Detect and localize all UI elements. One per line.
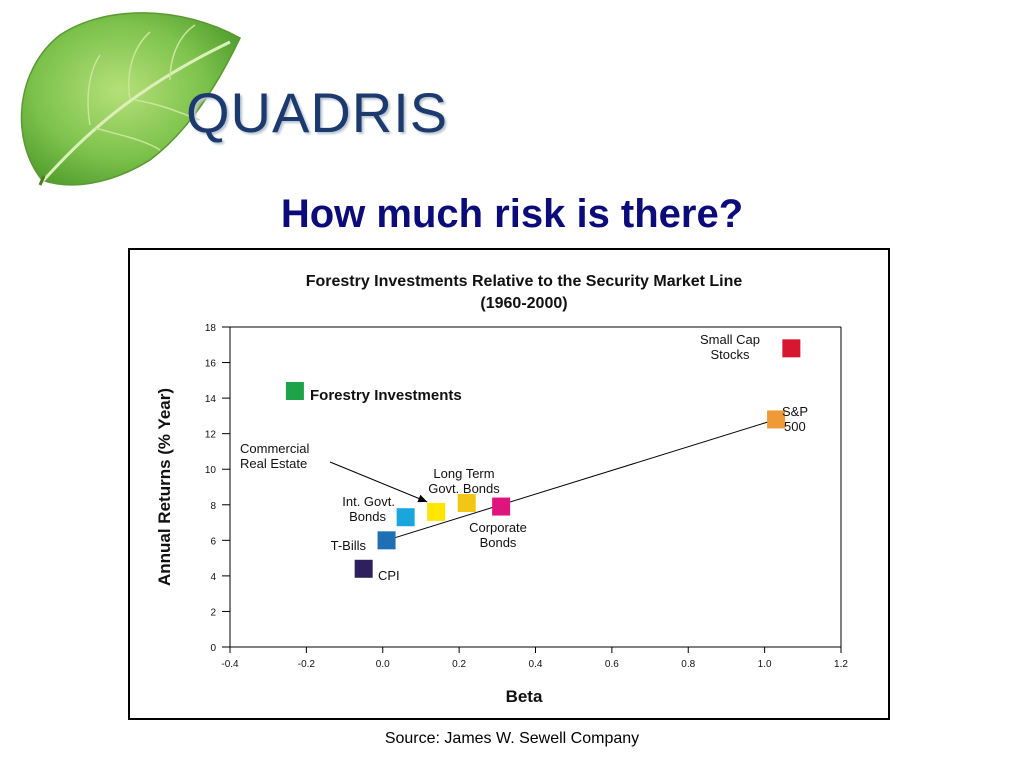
scatter-chart: Forestry Investments Relative to the Sec… <box>155 273 849 706</box>
label-igb-2: Bonds <box>349 509 386 524</box>
logo-text: QUADRIS <box>186 81 449 144</box>
label-sp-1: S&P <box>782 404 808 419</box>
y-tick-label: 16 <box>205 359 217 370</box>
security-market-line <box>386 418 777 541</box>
quadris-logo: QUADRIS <box>0 0 470 200</box>
x-tick-label: 0.6 <box>605 659 619 670</box>
label-ltgb-2: Govt. Bonds <box>428 481 500 496</box>
chart-subtitle: (1960-2000) <box>480 295 567 312</box>
commercial-real-estate-pointer <box>329 461 428 503</box>
label-cre-2: Real Estate <box>240 456 307 471</box>
chart-frame: Forestry Investments Relative to the Sec… <box>128 248 890 720</box>
label-small-cap-1: Small Cap <box>700 332 760 347</box>
label-ltgb-1: Long Term <box>433 466 494 481</box>
source-note: Source: James W. Sewell Company <box>384 730 640 747</box>
label-cpi: CPI <box>378 568 400 583</box>
label-forestry: Forestry Investments <box>310 387 462 404</box>
ticks: 0 2 4 6 8 10 12 14 16 18 -0.4 -0.2 0.0 0.2 0.4 0.6 0.8 1.… <box>205 323 849 670</box>
pointer-arrowhead <box>417 494 428 503</box>
point-corporate-bonds <box>492 497 511 516</box>
axes <box>229 326 842 648</box>
x-tick-label: 1.0 <box>758 659 772 670</box>
y-tick-label: 2 <box>210 607 216 618</box>
point-commercial-real-estate <box>427 502 446 521</box>
label-sp-2: 500 <box>784 419 806 434</box>
y-tick-label: 6 <box>210 536 216 547</box>
x-tick-label: -0.2 <box>298 659 316 670</box>
y-tick-label: 10 <box>205 465 217 476</box>
y-tick-label: 14 <box>205 394 217 405</box>
x-tick-label: 0.2 <box>452 659 466 670</box>
x-tick-label: 1.2 <box>834 659 848 670</box>
x-tick-label: -0.4 <box>221 659 239 670</box>
y-tick-label: 4 <box>210 572 216 583</box>
point-forestry-investments <box>285 382 304 400</box>
leaf-icon <box>20 12 241 186</box>
label-small-cap-2: Stocks <box>710 347 750 362</box>
label-corp-2: Bonds <box>480 535 517 550</box>
y-axis-label: Annual Returns (% Year) <box>155 388 174 586</box>
label-igb-1: Int. Govt. <box>342 494 395 509</box>
label-tbills: T-Bills <box>331 538 367 553</box>
point-int-govt-bonds <box>396 508 415 527</box>
x-tick-label: 0.8 <box>681 659 695 670</box>
y-tick-label: 12 <box>205 430 217 441</box>
chart-title: Forestry Investments Relative to the Sec… <box>306 273 743 290</box>
x-axis-label: Beta <box>506 687 543 706</box>
slide-title: How much risk is there? <box>280 192 744 236</box>
point-cpi <box>354 559 373 578</box>
point-small-cap-stocks <box>782 339 801 358</box>
point-t-bills <box>377 531 396 550</box>
point-s-p-500 <box>767 410 786 429</box>
y-tick-label: 8 <box>210 501 216 512</box>
label-corp-1: Corporate <box>469 520 527 535</box>
label-cre-1: Commercial <box>240 441 309 456</box>
y-tick-label: 18 <box>205 323 217 334</box>
y-tick-label: 0 <box>210 643 216 654</box>
x-tick-label: 0.0 <box>376 659 390 670</box>
x-tick-label: 0.4 <box>529 659 543 670</box>
point-long-term-govt-bonds <box>457 494 476 512</box>
data-points <box>285 339 801 578</box>
